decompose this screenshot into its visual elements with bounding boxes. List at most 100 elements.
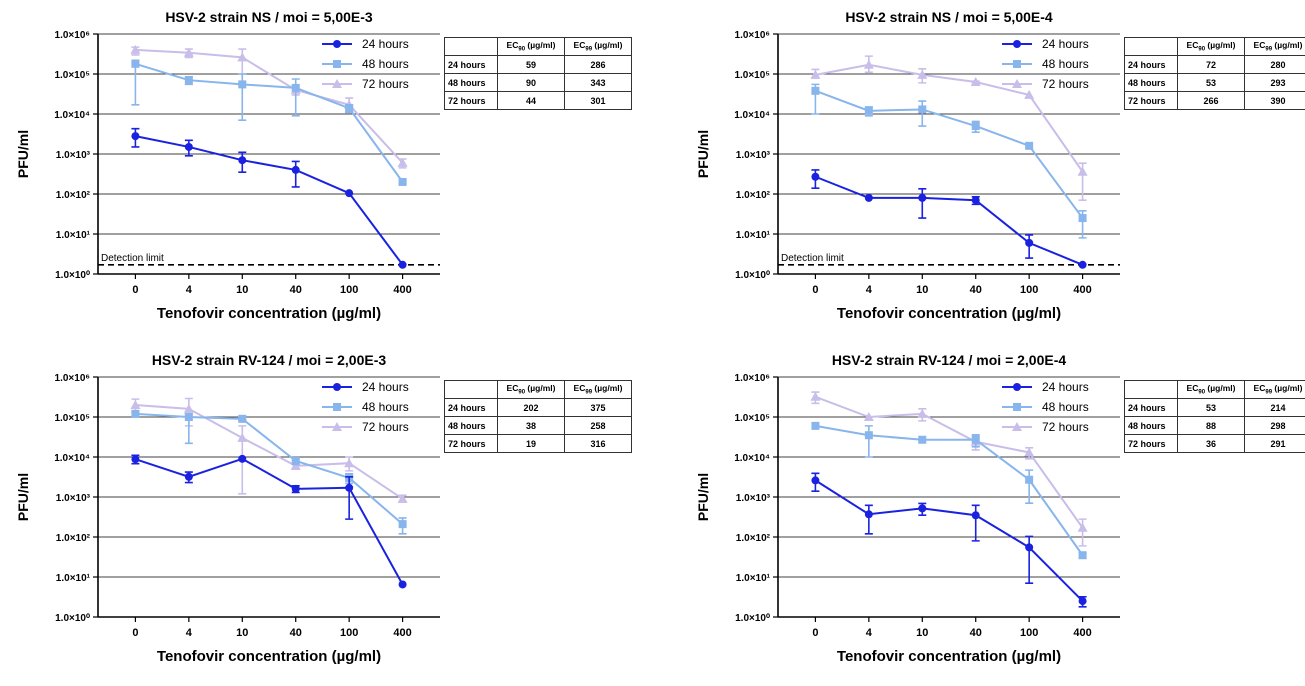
ec-table-row: 72 hours 36 291 [1124, 434, 1305, 453]
ec90-value: 202 [497, 398, 565, 417]
data-point [971, 122, 980, 131]
y-tick-label: 1.0×10⁵ [734, 70, 770, 81]
ec99-value: 298 [1244, 416, 1305, 435]
series-line [815, 424, 1084, 556]
ec-row-label: 48 hours [444, 416, 498, 435]
chart-panel: HSV-2 strain NS / moi = 5,00E-4 1.0×10⁰ 1.… [680, 0, 1305, 343]
ec99-value: 301 [564, 91, 632, 110]
data-point [811, 86, 820, 95]
y-tick-label: 1.0×10⁰ [55, 270, 90, 281]
ec-table-corner [444, 37, 498, 56]
y-tick-label: 1.0×10⁶ [735, 373, 770, 384]
data-point [1078, 214, 1087, 223]
ec-row-label: 72 hours [1124, 91, 1178, 110]
y-tick-label: 1.0×10⁶ [55, 30, 90, 41]
ec99-value: 286 [564, 55, 632, 74]
ec99-header: EC99 (µg/ml) [1244, 380, 1305, 399]
x-tick-label: 40 [970, 284, 982, 296]
ec90-value: 53 [1177, 398, 1245, 417]
series-line [135, 412, 404, 525]
y-tick-label: 1.0×10⁰ [55, 613, 90, 624]
data-point [345, 189, 354, 198]
ec-prefix: EC [573, 383, 586, 394]
series-line [135, 457, 404, 585]
legend-marker [333, 40, 341, 48]
data-point [398, 260, 407, 269]
x-tick-label: 400 [393, 284, 411, 296]
data-point [238, 156, 247, 165]
y-tick-label: 1.0×10⁴ [54, 110, 90, 121]
x-tick-label: 0 [812, 284, 818, 296]
data-point [918, 193, 927, 202]
ec99-value: 280 [1244, 55, 1305, 74]
legend-marker [333, 403, 341, 411]
ec-table: EC90 (µg/ml) EC99 (µg/ml) 24 hours 202 375 48… [444, 380, 632, 453]
data-point [864, 431, 873, 440]
x-tick-label: 0 [132, 284, 138, 296]
data-point [291, 165, 300, 174]
ec90-value: 90 [497, 73, 565, 92]
ec99-value: 293 [1244, 73, 1305, 92]
error-bar [971, 504, 980, 542]
legend-marker [1013, 383, 1021, 391]
legend-label: 48 hours [1042, 400, 1089, 414]
detection-limit-label: Detection limit [781, 253, 844, 264]
legend-label: 48 hours [362, 400, 409, 414]
error-bar [1025, 469, 1034, 504]
y-tick-label: 1.0×10¹ [56, 230, 91, 241]
ec-table-row: 72 hours 19 316 [444, 434, 632, 453]
ec90-header: EC90 (µg/ml) [497, 37, 565, 56]
x-tick-label: 100 [340, 627, 358, 639]
data-point [918, 504, 927, 513]
y-tick-label: 1.0×10⁴ [734, 453, 770, 464]
ec-subscript: 90 [518, 46, 526, 53]
ec-row-label: 24 hours [1124, 398, 1178, 417]
series-line [135, 48, 404, 164]
y-tick-label: 1.0×10⁵ [54, 70, 90, 81]
series-line [135, 62, 404, 183]
y-tick-label: 1.0×10² [736, 533, 771, 544]
data-point [918, 435, 927, 444]
ec90-header: EC90 (µg/ml) [1177, 37, 1245, 56]
legend-label: 48 hours [362, 57, 409, 71]
legend-marker [1012, 79, 1022, 88]
chart-title: HSV-2 strain NS / moi = 5,00E-3 [165, 9, 373, 25]
ec99-value: 258 [564, 416, 632, 435]
x-axis-label: Tenofovir concentration (µg/ml) [157, 305, 381, 322]
error-bar [291, 160, 300, 188]
y-tick-label: 1.0×10² [736, 190, 771, 201]
data-point [1024, 89, 1035, 99]
ec-prefix: EC [1186, 383, 1199, 394]
legend-label: 72 hours [1042, 77, 1089, 91]
ec-table-row: 48 hours 90 343 [444, 73, 632, 92]
y-axis-label: PFU/ml [695, 473, 711, 521]
data-point [131, 132, 140, 141]
error-bar [918, 187, 927, 219]
ec-unit: (µg/ml) [1272, 383, 1303, 394]
x-tick-label: 400 [1073, 284, 1091, 296]
error-bar [918, 100, 927, 127]
data-point [971, 511, 980, 520]
data-point [863, 412, 874, 421]
data-point [131, 455, 140, 464]
legend-marker [333, 383, 341, 391]
series-line [814, 479, 1084, 602]
detection-limit-label: Detection limit [101, 253, 164, 264]
data-point [345, 104, 354, 113]
y-tick-label: 1.0×10⁰ [735, 613, 770, 624]
ec-subscript: 99 [1265, 389, 1273, 396]
data-point [238, 454, 247, 463]
legend-marker [332, 79, 342, 88]
ec90-value: 44 [497, 91, 565, 110]
data-point [864, 193, 873, 202]
series-line [135, 403, 404, 500]
ec90-value: 38 [497, 416, 565, 435]
ec90-value: 72 [1177, 55, 1245, 74]
data-point [291, 484, 300, 493]
ec-unit: (µg/ml) [1205, 40, 1236, 51]
series-line [815, 63, 1084, 173]
chart-panel: HSV-2 strain NS / moi = 5,00E-3 1.0×10⁰ 1.… [0, 0, 652, 343]
legend-label: 72 hours [362, 420, 409, 434]
y-tick-label: 1.0×10⁶ [55, 373, 90, 384]
chart-title: HSV-2 strain NS / moi = 5,00E-4 [845, 9, 1053, 25]
